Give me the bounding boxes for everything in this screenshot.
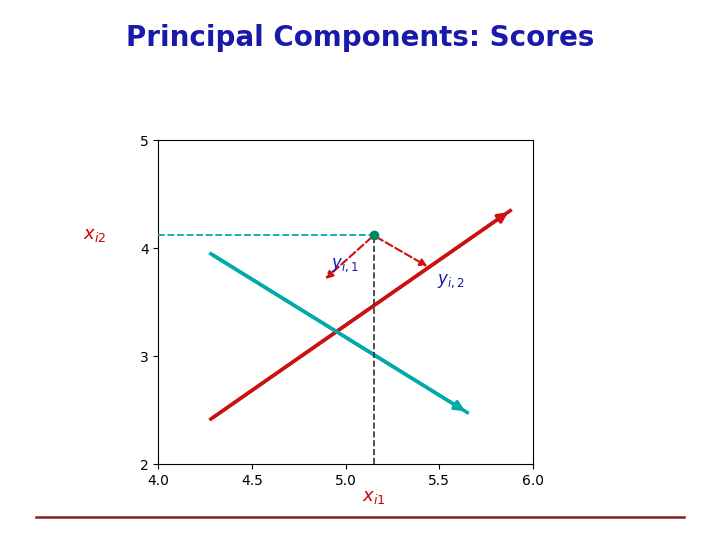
Text: $y_{i,1}$: $y_{i,1}$: [330, 256, 359, 274]
Text: $x_{i1}$: $x_{i1}$: [362, 488, 385, 506]
Text: Principal Components: Scores: Principal Components: Scores: [126, 24, 594, 52]
Text: $x_{i2}$: $x_{i2}$: [83, 226, 106, 245]
Text: $y_{i,2}$: $y_{i,2}$: [437, 272, 465, 290]
